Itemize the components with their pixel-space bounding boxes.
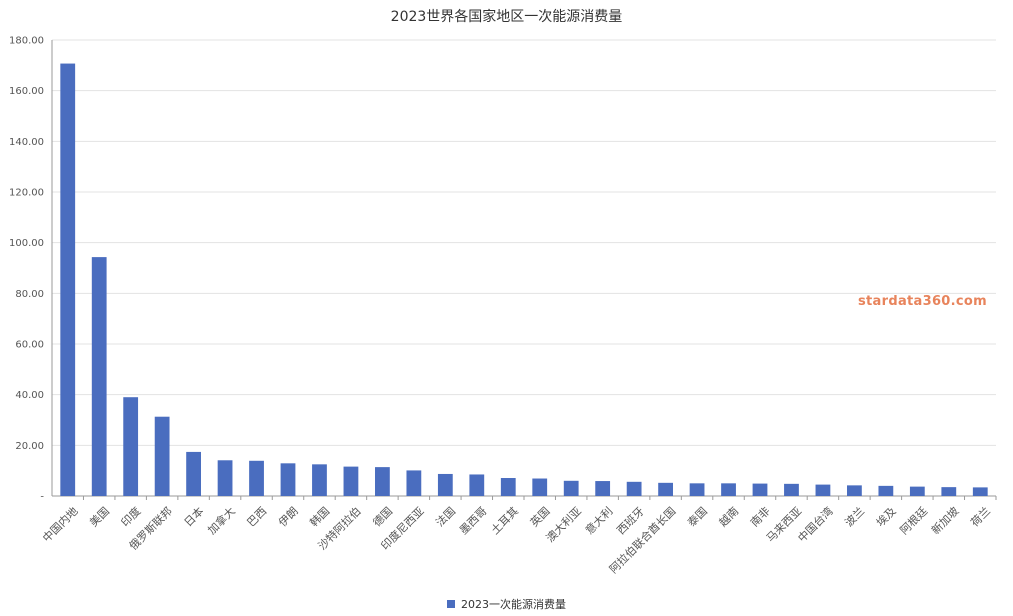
bar[interactable] [249, 460, 264, 496]
bar[interactable] [689, 483, 705, 496]
bar[interactable] [909, 486, 925, 496]
y-tick-label: 120.00 [9, 188, 44, 199]
x-tick-label: 中国台湾 [795, 504, 836, 545]
bar[interactable] [784, 483, 799, 496]
bar[interactable] [312, 464, 327, 496]
y-tick-label: 160.00 [9, 86, 44, 97]
bar[interactable] [437, 473, 453, 496]
x-tick-label: 阿根廷 [897, 504, 930, 537]
chart-title: 2023世界各国家地区一次能源消费量 [390, 9, 623, 25]
bar[interactable] [941, 487, 957, 496]
bar[interactable] [658, 482, 673, 496]
y-tick-label: 60.00 [15, 340, 44, 351]
x-tick-label: 澳大利亚 [543, 504, 584, 545]
bar[interactable] [878, 485, 894, 496]
x-tick-label: 中国内地 [39, 504, 80, 545]
y-tick-label: 80.00 [15, 289, 44, 300]
bar[interactable] [343, 466, 359, 496]
x-tick-label: 伊朗 [276, 505, 301, 530]
legend-swatch [447, 600, 455, 608]
x-tick-label: 印度 [118, 504, 143, 529]
x-tick-label: 美国 [87, 505, 112, 530]
x-tick-label: 加拿大 [205, 504, 238, 537]
bar[interactable] [563, 480, 579, 496]
bar[interactable] [500, 478, 516, 496]
bar[interactable] [752, 483, 768, 496]
y-tick-label: 140.00 [9, 137, 44, 148]
x-tick-label: 波兰 [842, 505, 867, 530]
x-tick-label: 土耳其 [489, 505, 522, 538]
x-tick-label: 南非 [748, 505, 773, 530]
bar[interactable] [972, 487, 988, 496]
bar[interactable] [406, 470, 422, 496]
bar[interactable] [123, 397, 139, 496]
x-tick-label: 日本 [181, 504, 206, 529]
y-tick-label: 180.00 [9, 36, 44, 47]
x-tick-label: 墨西哥 [457, 505, 490, 538]
bar[interactable] [595, 481, 611, 496]
x-tick-label: 越南 [716, 504, 741, 529]
y-tick-label: 40.00 [15, 390, 44, 401]
bar[interactable] [626, 481, 642, 496]
bar[interactable] [532, 478, 548, 496]
x-tick-label: 法国 [433, 504, 458, 529]
bar[interactable] [815, 484, 831, 496]
bar[interactable] [154, 416, 170, 496]
bar[interactable] [91, 257, 107, 496]
bar[interactable] [280, 463, 296, 496]
x-tick-label: 荷兰 [968, 505, 993, 530]
chart-legend[interactable]: 2023一次能源消费量 [0, 596, 1013, 612]
bar[interactable] [186, 451, 201, 496]
bar[interactable] [60, 63, 76, 497]
x-tick-label: 新加坡 [928, 504, 961, 537]
y-tick-label: - [40, 492, 44, 503]
x-tick-label: 巴西 [245, 505, 270, 530]
x-tick-label: 埃及 [873, 504, 898, 529]
bar[interactable] [217, 460, 233, 496]
bar[interactable] [469, 474, 485, 496]
y-tick-label: 100.00 [9, 238, 44, 249]
y-tick-label: 20.00 [15, 441, 44, 452]
x-tick-label: 意大利 [582, 504, 615, 537]
legend-label: 2023一次能源消费量 [461, 598, 566, 611]
x-tick-label: 德国 [370, 504, 395, 529]
watermark-text: stardata360.com [858, 294, 987, 309]
bar[interactable] [375, 467, 390, 496]
x-tick-label: 韩国 [307, 504, 332, 529]
bar[interactable] [721, 483, 736, 496]
bar[interactable] [847, 485, 862, 496]
x-tick-label: 英国 [527, 504, 552, 529]
x-tick-label: 泰国 [684, 504, 709, 529]
